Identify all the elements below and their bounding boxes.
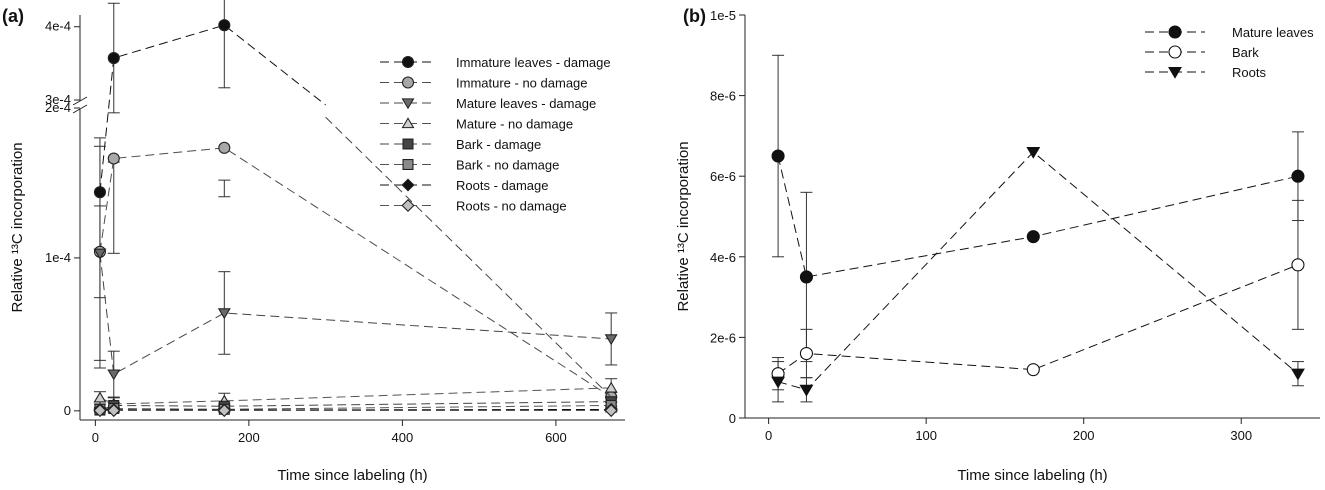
series-line — [99, 253, 612, 375]
series-line — [99, 24, 326, 193]
y-axis-title: Relative ¹³C incorporation — [9, 142, 26, 312]
legend-marker — [401, 178, 415, 192]
y-tick-label: 6e-6 — [710, 169, 736, 184]
series-line — [99, 404, 612, 410]
x-tick-label: 400 — [392, 430, 414, 445]
data-point — [604, 403, 618, 418]
data-point — [107, 152, 120, 165]
data-point — [107, 369, 121, 381]
series-line — [99, 387, 612, 405]
data-point — [799, 346, 813, 361]
data-point — [217, 308, 231, 320]
y-tick-label: 0 — [729, 411, 736, 426]
legend-label: Roots - no damage — [456, 199, 567, 214]
data-point — [604, 334, 618, 346]
legend-marker — [401, 117, 415, 129]
data-point — [771, 376, 786, 389]
legend-marker — [401, 55, 415, 69]
x-tick-label: 300 — [1230, 428, 1252, 443]
y-tick-label: 1e-5 — [710, 8, 736, 23]
data-point — [799, 384, 814, 397]
legend-marker — [401, 198, 415, 213]
data-point — [1290, 368, 1305, 381]
legend-a: Immature leaves - damage Immature - no da… — [380, 55, 611, 214]
series-line — [99, 408, 612, 411]
series-line — [777, 151, 1299, 391]
legend-label: Mature leaves - damage — [456, 96, 596, 111]
series-line — [777, 155, 1299, 278]
legend-marker — [401, 98, 415, 110]
data-point — [1026, 363, 1040, 377]
x-axis-title: Time since labeling (h) — [957, 467, 1107, 484]
data-point — [218, 19, 231, 32]
panel-label-b: (b) — [683, 6, 706, 26]
legend-marker — [402, 159, 414, 171]
data-point — [93, 391, 107, 403]
data-point — [1026, 146, 1041, 159]
y-tick-label: 4e-4 — [45, 19, 71, 34]
y-tick-label: 8e-6 — [710, 89, 736, 104]
data-point — [107, 51, 120, 65]
x-tick-label: 200 — [1073, 428, 1095, 443]
legend-label: Immature leaves - damage — [456, 55, 611, 70]
legend-label: Bark - no damage — [456, 158, 559, 173]
series-line — [99, 147, 612, 398]
data-point — [217, 403, 231, 418]
legend-marker — [402, 138, 414, 150]
y-tick-label: 3e-4 — [45, 92, 71, 107]
chart-panel-a: (a) 0 200 400 600 0 1e-4 2e-43e-4 4e-4 Time since… — [2, 0, 625, 484]
axis-break-mark — [72, 96, 88, 106]
y-tick-label: 1e-4 — [45, 250, 71, 265]
legend-label: Roots — [1232, 65, 1266, 80]
legend-label: Mature - no damage — [456, 117, 573, 132]
series-line — [325, 116, 612, 398]
x-axis-title: Time since labeling (h) — [277, 467, 427, 484]
legend-marker — [401, 76, 415, 89]
x-tick-label: 0 — [765, 428, 772, 443]
legend-label: Roots - damage — [456, 178, 549, 193]
y-axis-title: Relative ¹³C incorporation — [675, 141, 692, 311]
x-tick-label: 200 — [238, 430, 260, 445]
legend-label: Bark - damage — [456, 137, 541, 152]
data-point — [93, 248, 107, 260]
y-tick-label: 2e-6 — [710, 330, 736, 345]
data-point — [107, 403, 121, 418]
series-line — [777, 264, 1299, 375]
data-point — [799, 270, 813, 284]
data-point — [93, 403, 107, 418]
series-line — [99, 401, 612, 411]
data-point — [1026, 230, 1040, 244]
x-tick-label: 100 — [915, 428, 937, 443]
legend-label: Mature leaves — [1232, 25, 1314, 40]
y-tick-label: 0 — [64, 403, 71, 418]
data-point — [604, 381, 618, 393]
data-point — [1291, 258, 1305, 272]
legend-marker — [1168, 45, 1182, 59]
y-tick-label: 4e-6 — [710, 250, 736, 265]
legend-label: Bark — [1232, 45, 1259, 60]
legend-label: Immature - no damage — [456, 76, 588, 91]
x-tick-label: 600 — [545, 430, 567, 445]
axis-break-mark — [72, 104, 88, 114]
data-point — [218, 141, 231, 154]
x-tick-label: 0 — [92, 430, 99, 445]
data-point — [93, 186, 107, 199]
panel-label-a: (a) — [2, 6, 24, 26]
data-point — [1291, 169, 1305, 183]
legend-marker — [1168, 25, 1182, 39]
legend-b: Mature leaves Bark Roots — [1145, 25, 1314, 80]
y-tick-label: 2e-4 — [45, 100, 71, 115]
legend-marker — [1168, 66, 1182, 79]
data-point — [771, 149, 785, 163]
chart-panel-b: (b) 0 100 200 300 0 2e-6 4e-6 6e-6 8e-6 1e-5 Time s… — [675, 6, 1320, 484]
